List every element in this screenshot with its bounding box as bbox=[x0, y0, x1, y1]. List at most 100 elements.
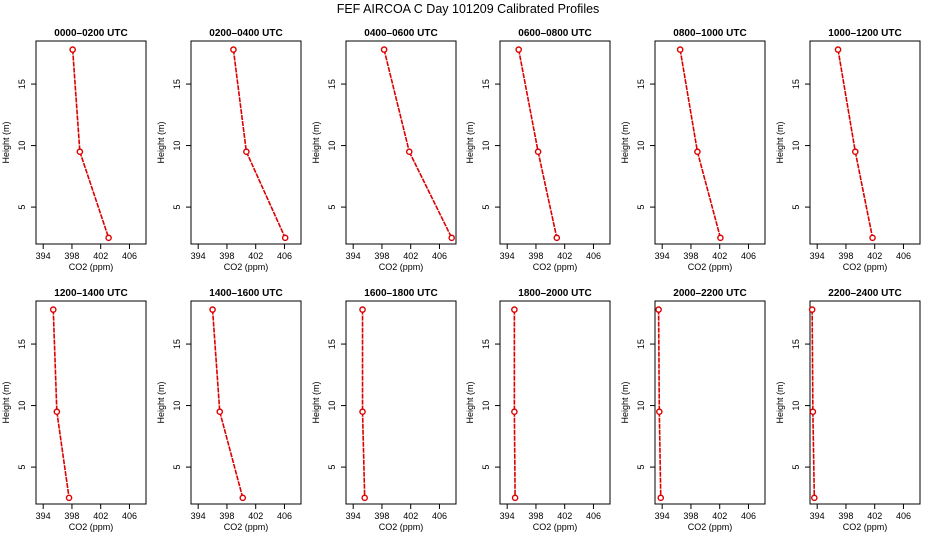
y-tick-label: 15 bbox=[791, 339, 801, 349]
data-point bbox=[515, 46, 522, 53]
panel-title: 0600–0800 UTC bbox=[518, 28, 591, 39]
x-tick-label: 402 bbox=[867, 511, 882, 521]
x-tick-label: 406 bbox=[741, 511, 756, 521]
data-point bbox=[448, 234, 455, 242]
y-axis-label: Height (m) bbox=[775, 381, 785, 423]
data-point bbox=[209, 306, 216, 313]
chart-panel-4: 0600–0800 UTC 394 398 402 406 CO2 (ppm) 5 10 15 H… bbox=[465, 28, 611, 272]
plot-frame bbox=[345, 300, 457, 505]
y-tick-label: 5 bbox=[481, 205, 491, 210]
panel-title: 1000–1200 UTC bbox=[828, 28, 901, 39]
x-tick-label: 398 bbox=[374, 251, 389, 261]
series-line-segment bbox=[657, 309, 661, 412]
data-point bbox=[65, 494, 73, 502]
data-point bbox=[49, 306, 57, 313]
y-tick-label: 15 bbox=[481, 79, 491, 89]
data-point bbox=[657, 494, 665, 502]
x-tick-label: 394 bbox=[655, 511, 670, 521]
y-tick-label: 10 bbox=[172, 401, 182, 411]
y-tick-label: 10 bbox=[791, 141, 801, 151]
chart-panel-9: 1600–1800 UTC 394 398 402 406 CO2 (ppm) 5 10 15 H… bbox=[311, 288, 457, 532]
y-tick-label: 15 bbox=[327, 339, 337, 349]
x-tick-label: 394 bbox=[810, 511, 825, 521]
chart-panel-7: 1200–1400 UTC 394 398 402 406 CO2 (ppm) 5 10 15 H… bbox=[1, 288, 147, 532]
data-point bbox=[811, 494, 818, 502]
x-tick-label: 402 bbox=[557, 511, 572, 521]
x-axis-label: CO2 (ppm) bbox=[533, 262, 578, 272]
data-point bbox=[281, 234, 289, 242]
y-tick-label: 5 bbox=[791, 205, 801, 210]
y-tick-label: 15 bbox=[172, 339, 182, 349]
x-tick-label: 406 bbox=[741, 251, 756, 261]
x-axis-label: CO2 (ppm) bbox=[843, 262, 888, 272]
x-tick-label: 402 bbox=[557, 251, 572, 261]
data-point bbox=[361, 494, 368, 502]
x-tick-label: 394 bbox=[346, 251, 361, 261]
data-point bbox=[808, 306, 816, 313]
x-tick-label: 394 bbox=[36, 251, 51, 261]
series-line-segment bbox=[811, 309, 814, 412]
plot-frame bbox=[654, 40, 766, 245]
series-line-segment bbox=[361, 411, 366, 498]
plot-frame bbox=[35, 40, 147, 245]
series-line-segment bbox=[383, 49, 411, 152]
y-axis-label: Height (m) bbox=[465, 381, 475, 423]
panel-title: 2000–2200 UTC bbox=[673, 288, 746, 299]
x-axis-label: CO2 (ppm) bbox=[224, 262, 269, 272]
y-tick-label: 10 bbox=[636, 401, 646, 411]
x-tick-label: 394 bbox=[500, 251, 515, 261]
y-tick-label: 5 bbox=[172, 205, 182, 210]
series-line-segment bbox=[679, 49, 699, 152]
y-tick-label: 10 bbox=[172, 141, 182, 151]
x-tick-label: 394 bbox=[810, 251, 825, 261]
data-point bbox=[717, 234, 724, 242]
series-line-segment bbox=[211, 309, 221, 412]
series-line-segment bbox=[232, 49, 248, 152]
series-line-segment bbox=[245, 151, 286, 239]
y-tick-label: 5 bbox=[636, 205, 646, 210]
series-line-segment bbox=[517, 49, 539, 152]
x-tick-label: 406 bbox=[277, 251, 292, 261]
plot-frame bbox=[190, 40, 302, 245]
y-axis-label: Height (m) bbox=[1, 121, 11, 163]
page-title: FEF AIRCOA C Day 101209 Calibrated Profi… bbox=[336, 2, 600, 16]
x-tick-label: 402 bbox=[712, 251, 727, 261]
data-point bbox=[359, 408, 366, 416]
panel-title: 0200–0400 UTC bbox=[209, 28, 282, 39]
y-axis-label: Height (m) bbox=[156, 381, 166, 423]
series-line-segment bbox=[537, 151, 558, 239]
data-point bbox=[216, 408, 224, 416]
data-point bbox=[809, 408, 817, 416]
y-axis-label: Height (m) bbox=[156, 121, 166, 163]
data-point bbox=[655, 306, 662, 313]
x-axis-label: CO2 (ppm) bbox=[69, 522, 114, 532]
y-tick-label: 15 bbox=[327, 79, 337, 89]
y-tick-label: 10 bbox=[481, 141, 491, 151]
x-tick-label: 402 bbox=[248, 511, 263, 521]
plot-frame bbox=[35, 300, 147, 505]
data-point bbox=[105, 234, 112, 242]
series-line-segment bbox=[71, 49, 81, 152]
y-axis-label: Height (m) bbox=[1, 381, 11, 423]
x-tick-label: 398 bbox=[528, 511, 543, 521]
y-axis-label: Height (m) bbox=[465, 121, 475, 163]
x-tick-label: 398 bbox=[838, 251, 853, 261]
y-tick-label: 10 bbox=[17, 401, 27, 411]
data-point bbox=[405, 148, 413, 156]
data-point bbox=[380, 46, 388, 53]
chart-panel-11: 2000–2200 UTC 394 398 402 406 CO2 (ppm) 5 10 15 H… bbox=[620, 288, 766, 532]
x-tick-label: 398 bbox=[528, 251, 543, 261]
data-point bbox=[511, 306, 518, 313]
y-tick-label: 5 bbox=[17, 465, 27, 470]
panel-title: 1800–2000 UTC bbox=[518, 288, 591, 299]
y-axis-label: Height (m) bbox=[620, 121, 630, 163]
y-tick-label: 5 bbox=[172, 465, 182, 470]
data-point bbox=[239, 494, 247, 502]
x-tick-label: 394 bbox=[655, 251, 670, 261]
data-point bbox=[553, 234, 561, 242]
chart-panel-12: 2200–2400 UTC 394 398 402 406 CO2 (ppm) 5 10 15 H… bbox=[775, 288, 921, 532]
x-tick-label: 402 bbox=[93, 511, 108, 521]
y-tick-label: 15 bbox=[636, 79, 646, 89]
x-tick-label: 406 bbox=[896, 251, 911, 261]
y-tick-label: 10 bbox=[327, 141, 337, 151]
